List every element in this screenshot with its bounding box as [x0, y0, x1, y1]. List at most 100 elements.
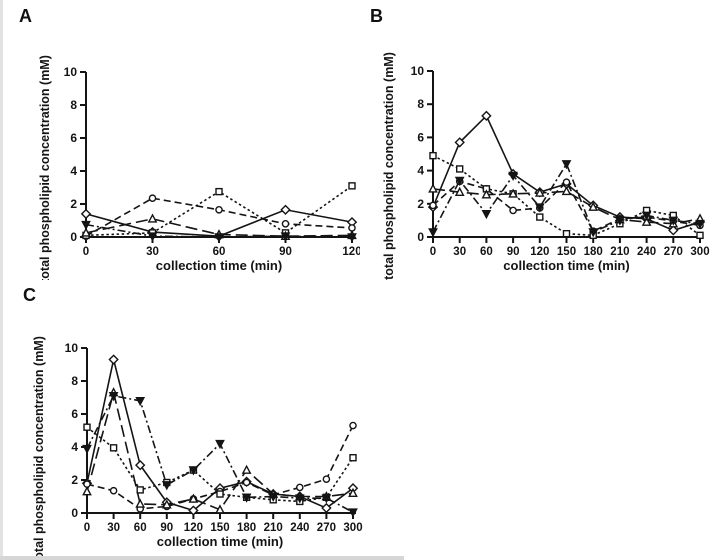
marker-filled-triangle-down [508, 171, 518, 181]
panel-a-chart: 0 2 4 6 8 10 0 30 60 90 120 collection time (min) to… [38, 55, 360, 280]
marker-filled-triangle-down [321, 494, 332, 504]
marker-open-diamond [108, 354, 119, 365]
marker-open-diamond [481, 110, 492, 122]
y-tick-label: 10 [64, 65, 78, 79]
series-line-open-square [86, 426, 354, 503]
x-tick-label: 60 [134, 522, 147, 534]
y-tick-label: 0 [70, 230, 77, 244]
marker-filled-triangle-down [641, 211, 652, 221]
x-tick-label: 60 [480, 246, 493, 258]
x-tick-label: 120 [342, 246, 360, 258]
y-axis-label: total phospholipid concentration (mM) [38, 55, 52, 280]
y-tick-label: 2 [71, 473, 78, 487]
marker-filled-triangle-down [588, 228, 599, 238]
marker-filled-triangle-down [428, 228, 438, 238]
marker-open-square [349, 454, 357, 462]
series-line-open-square [432, 154, 701, 237]
x-tick-label: 150 [210, 522, 229, 534]
marker-open-triangle-up [641, 216, 652, 226]
x-axis-label: collection time (min) [157, 534, 283, 549]
x-tick-label: 300 [690, 246, 709, 258]
y-tick-label: 6 [417, 130, 424, 144]
x-tick-label: 90 [279, 246, 292, 258]
x-tick-label: 180 [237, 522, 256, 534]
marker-open-triangle-up [481, 189, 492, 199]
marker-open-square [109, 444, 118, 452]
marker-open-triangle-up [161, 499, 172, 509]
y-tick-label: 0 [71, 506, 78, 520]
marker-open-circle [215, 205, 223, 214]
marker-filled-triangle-down [188, 466, 199, 476]
marker-open-triangle-up [561, 185, 572, 196]
y-tick-label: 4 [70, 164, 77, 178]
marker-open-triangle-up [82, 486, 92, 496]
x-tick-label: 150 [557, 246, 576, 258]
panel-a: A 0 2 4 6 8 10 0 30 60 90 120 collection time (min)… [0, 0, 360, 280]
y-tick-label: 0 [417, 230, 424, 244]
marker-open-circle [281, 220, 290, 228]
x-tick-label: 300 [343, 522, 362, 534]
marker-open-square [215, 187, 223, 196]
marker-open-square [429, 151, 437, 160]
y-tick-label: 6 [70, 131, 77, 145]
x-tick-label: 180 [584, 246, 603, 258]
marker-open-diamond [135, 459, 146, 471]
marker-open-triangle-up [215, 504, 225, 514]
x-tick-label: 120 [184, 522, 203, 534]
marker-filled-triangle-down [668, 216, 679, 226]
x-tick-label: 240 [637, 246, 656, 258]
y-tick-label: 10 [411, 64, 425, 78]
marker-open-triangle-up [534, 187, 545, 197]
y-axis-label: total phospholipid concentration (mM) [382, 52, 396, 280]
marker-filled-triangle-down [280, 232, 291, 242]
marker-open-square [536, 213, 544, 221]
x-axis-label: collection time (min) [156, 258, 282, 273]
axis-spines [432, 71, 703, 238]
marker-open-triangle-up [454, 186, 465, 196]
marker-open-triangle-up [241, 464, 252, 474]
marker-filled-triangle-down [268, 492, 279, 502]
marker-open-diamond [280, 204, 291, 215]
marker-filled-triangle-down [215, 439, 225, 450]
marker-filled-triangle-down [241, 493, 252, 503]
marker-open-square [83, 423, 91, 431]
marker-open-triangle-up [588, 201, 599, 211]
marker-filled-triangle-down [161, 481, 172, 491]
panel-b-label: B [370, 6, 384, 26]
x-tick-label: 240 [290, 522, 309, 534]
series-line-open-circle [86, 425, 354, 510]
marker-open-triangle-up [135, 498, 146, 508]
marker-open-triangle-up [81, 227, 91, 237]
x-tick-label: 30 [107, 522, 120, 534]
y-tick-label: 4 [71, 440, 78, 454]
marker-open-diamond [668, 225, 679, 236]
marker-open-circle [349, 421, 357, 430]
x-tick-label: 0 [83, 246, 89, 258]
panel-c-label: C [23, 285, 37, 305]
x-tick-label: 0 [84, 522, 90, 534]
x-axis-label: collection time (min) [503, 258, 629, 273]
panel-b-chart: 0 2 4 6 8 10 0 30 60 90 120 150 180 210 240 270 300 colle… [382, 52, 710, 280]
marker-open-square [562, 229, 571, 238]
marker-open-triangle-up [147, 213, 158, 223]
scan-edge-artifact-bottom [0, 556, 404, 560]
marker-filled-triangle-down [294, 494, 305, 504]
marker-open-diamond [80, 208, 92, 220]
marker-filled-triangle-down [108, 392, 119, 402]
x-tick-label: 120 [530, 246, 549, 258]
y-tick-label: 8 [70, 98, 77, 112]
marker-open-square [348, 182, 356, 190]
panel-a-label: A [19, 6, 33, 26]
y-tick-label: 10 [65, 341, 79, 355]
marker-filled-triangle-down [81, 220, 91, 231]
x-tick-label: 30 [146, 246, 159, 258]
marker-open-diamond [454, 137, 465, 148]
marker-open-circle [509, 206, 517, 215]
marker-open-circle [562, 178, 571, 187]
marker-filled-triangle-down [695, 219, 705, 230]
y-tick-label: 2 [417, 197, 424, 211]
marker-filled-triangle-down [454, 176, 465, 186]
series-line-filled-triangle-down [432, 162, 701, 234]
x-tick-label: 270 [664, 246, 683, 258]
